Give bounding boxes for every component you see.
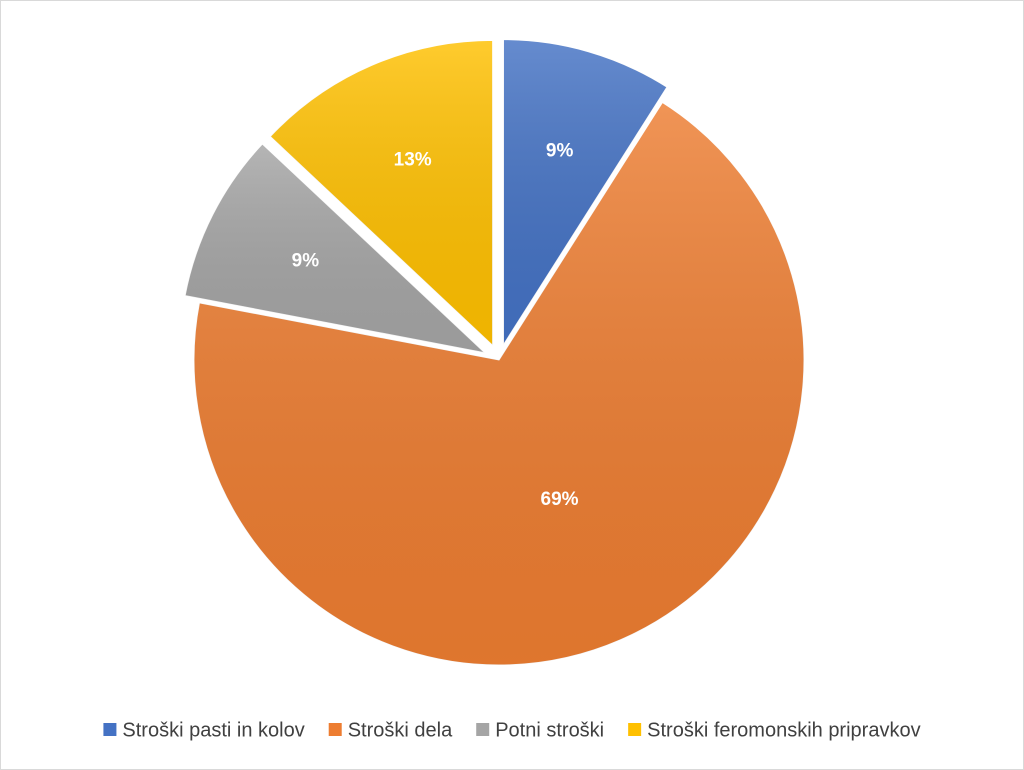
legend-label: Stroški feromonskih pripravkov xyxy=(647,719,920,741)
legend: Stroški pasti in kolov Stroški dela Potni … xyxy=(103,719,921,741)
pie: 9% 69% 9% 13% xyxy=(184,39,805,666)
data-label: 69% xyxy=(541,489,579,510)
legend-swatch xyxy=(476,723,490,736)
slice-shade xyxy=(270,40,493,346)
legend-label: Potni stroški xyxy=(495,719,604,741)
data-label: 13% xyxy=(394,150,432,171)
legend-swatch xyxy=(103,723,117,736)
data-label: 9% xyxy=(546,140,574,161)
legend-swatch xyxy=(628,723,642,736)
slice-shade xyxy=(185,143,485,353)
legend-label: Stroški pasti in kolov xyxy=(122,719,304,741)
slice-shade xyxy=(194,102,805,665)
legend-label: Stroški dela xyxy=(348,719,453,741)
legend-swatch xyxy=(328,723,342,736)
data-label: 9% xyxy=(292,250,320,271)
slice-shade xyxy=(503,39,667,345)
